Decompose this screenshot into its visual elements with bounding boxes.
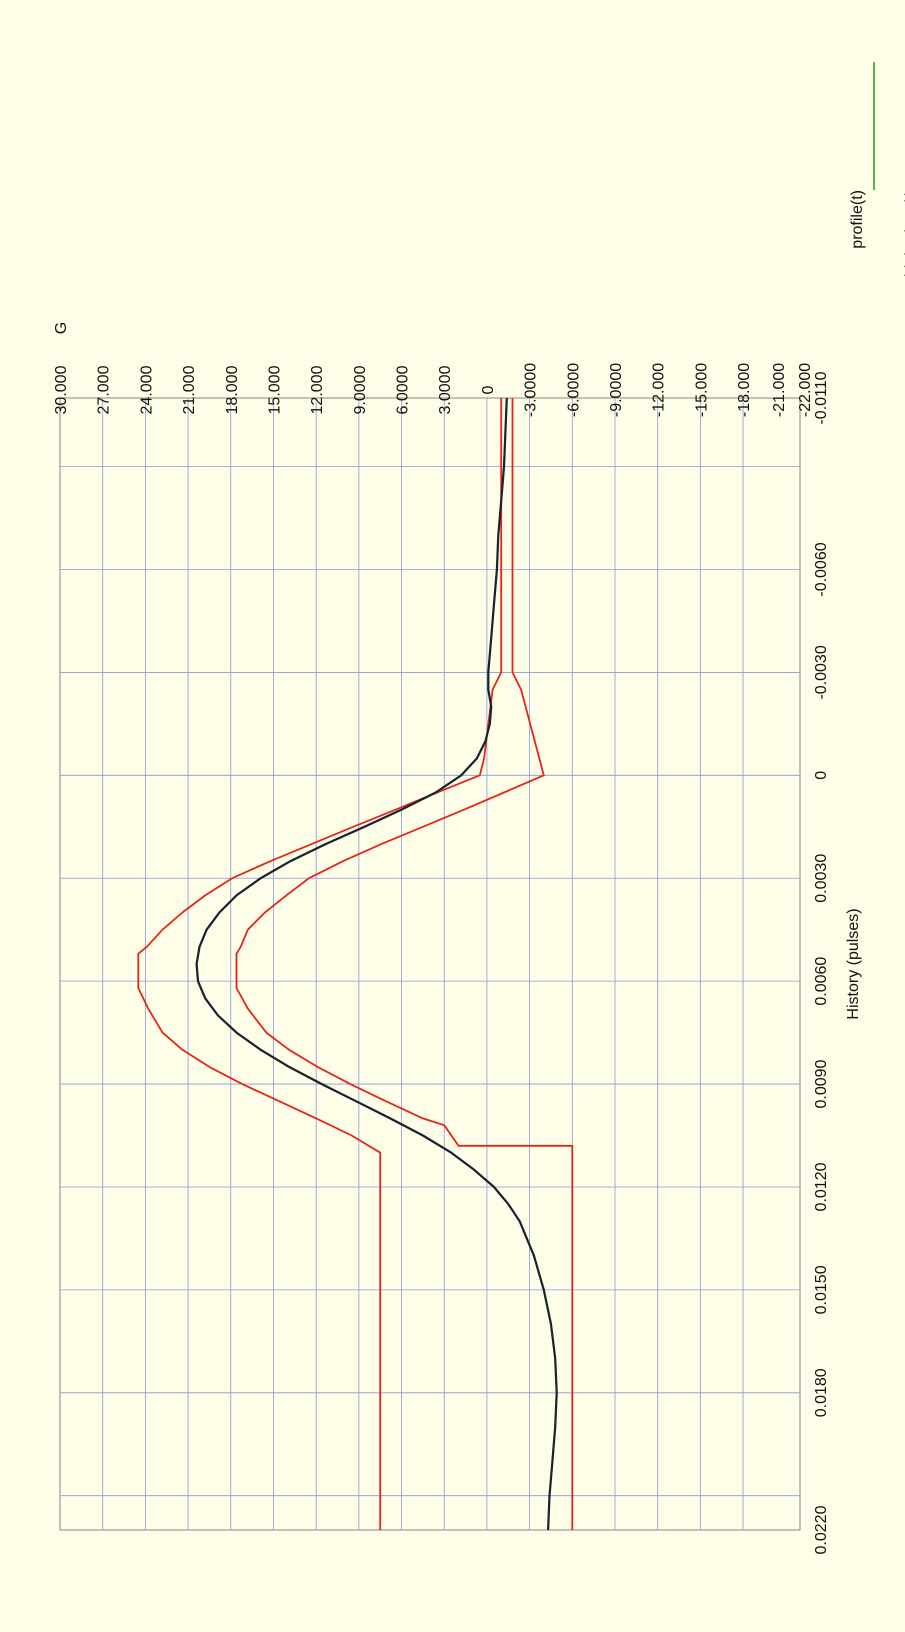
y-tick-label: 24.000 [138, 365, 155, 414]
x-tick-label: 0.0150 [813, 1265, 830, 1314]
y-axis: 30.000 27.000 24.000 21.000 18.000 15.000 12.0… [53, 363, 814, 417]
legend-label: profile(t) [849, 190, 866, 249]
x-tick-label: -0.0030 [813, 645, 830, 699]
y-tick-label: 6.0000 [395, 365, 412, 414]
y-tick-label: -12.000 [651, 363, 668, 417]
y-tick-label: 18.000 [224, 365, 241, 414]
legend-label: high-abort(t) [903, 190, 905, 277]
y-tick-label: 27.000 [96, 365, 113, 414]
y-tick-label: 12.000 [309, 365, 326, 414]
x-tick-label: 0.0120 [813, 1162, 830, 1211]
grid [60, 398, 800, 1530]
y-tick-label: -6.0000 [565, 363, 582, 417]
y-tick-label: 9.0000 [352, 365, 369, 414]
x-tick-label: -0.0060 [813, 542, 830, 596]
series-line-controlt [195, 397, 558, 1531]
y-tick-label: 0 [480, 385, 497, 394]
plot-area [59, 397, 801, 1531]
x-tick-label: 0.0030 [813, 854, 830, 903]
x-axis-title: History (pulses) [845, 908, 862, 1019]
x-tick-label: 0.0180 [813, 1368, 830, 1417]
y-tick-label: 15.000 [266, 365, 283, 414]
x-tick-label: 0.0220 [813, 1505, 830, 1554]
legend: profile(t)high-abort(t)low-abort(t)contr… [849, 62, 905, 277]
y-tick-label: 3.0000 [437, 365, 454, 414]
y-tick-label: -18.000 [736, 363, 753, 417]
y-tick-label: -21.000 [771, 363, 788, 417]
y-tick-label: -22.000 [797, 363, 814, 417]
y-tick-label: -9.0000 [608, 363, 625, 417]
y-tick-label: -15.000 [693, 363, 710, 417]
y-tick-label: 21.000 [181, 365, 198, 414]
y-tick-label: -3.0000 [523, 363, 540, 417]
x-axis: -0.0110 -0.0060 -0.0030 0 0.0030 0.0060 0.0090… [813, 371, 830, 1554]
x-tick-label: 0.0060 [813, 957, 830, 1006]
y-tick-label: 30.000 [53, 365, 70, 414]
x-tick-label: 0 [813, 771, 830, 780]
series-line-high-abortt [137, 398, 503, 1530]
series-layer [137, 397, 574, 1531]
series-line-low-abortt [235, 398, 574, 1530]
x-tick-label: 0.0090 [813, 1059, 830, 1108]
x-tick-label: -0.0110 [813, 371, 830, 424]
y-axis-title: G [53, 322, 70, 334]
